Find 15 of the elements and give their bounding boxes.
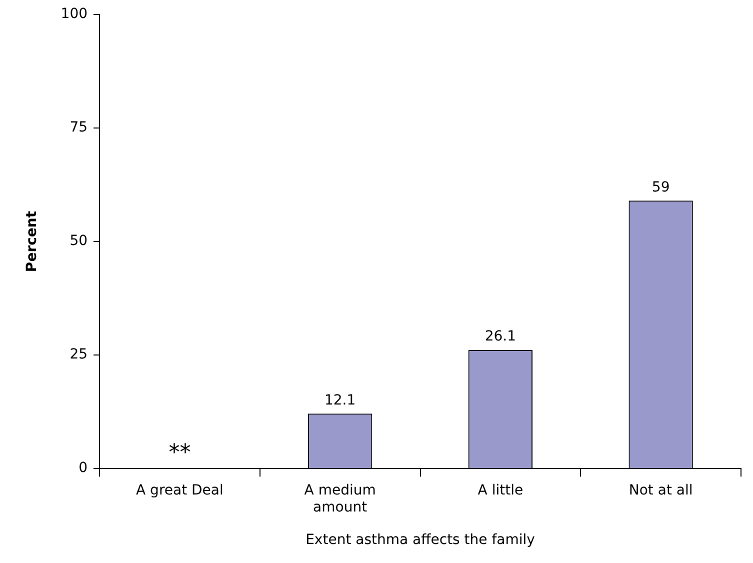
y-tick-label: 75 bbox=[70, 120, 88, 136]
x-tick-label: A great Deal bbox=[136, 482, 224, 499]
y-tick-label: 0 bbox=[78, 460, 88, 476]
y-axis-title: Percent bbox=[24, 210, 40, 272]
text: ** bbox=[168, 440, 191, 466]
x-axis-title: Extent asthma affects the family bbox=[306, 532, 535, 548]
x-tick-label: Not at all bbox=[628, 482, 693, 499]
y-tick-label: 100 bbox=[60, 6, 88, 22]
data-label: 26.1 bbox=[484, 328, 516, 345]
data-label: 12.1 bbox=[324, 392, 356, 408]
y-tick-label: 50 bbox=[70, 233, 88, 250]
x-tick-label: A medium amount bbox=[304, 482, 376, 516]
y-tick-label: 25 bbox=[70, 346, 88, 363]
x-tick-label: A little bbox=[478, 482, 524, 499]
data-label: 59 bbox=[652, 179, 670, 196]
